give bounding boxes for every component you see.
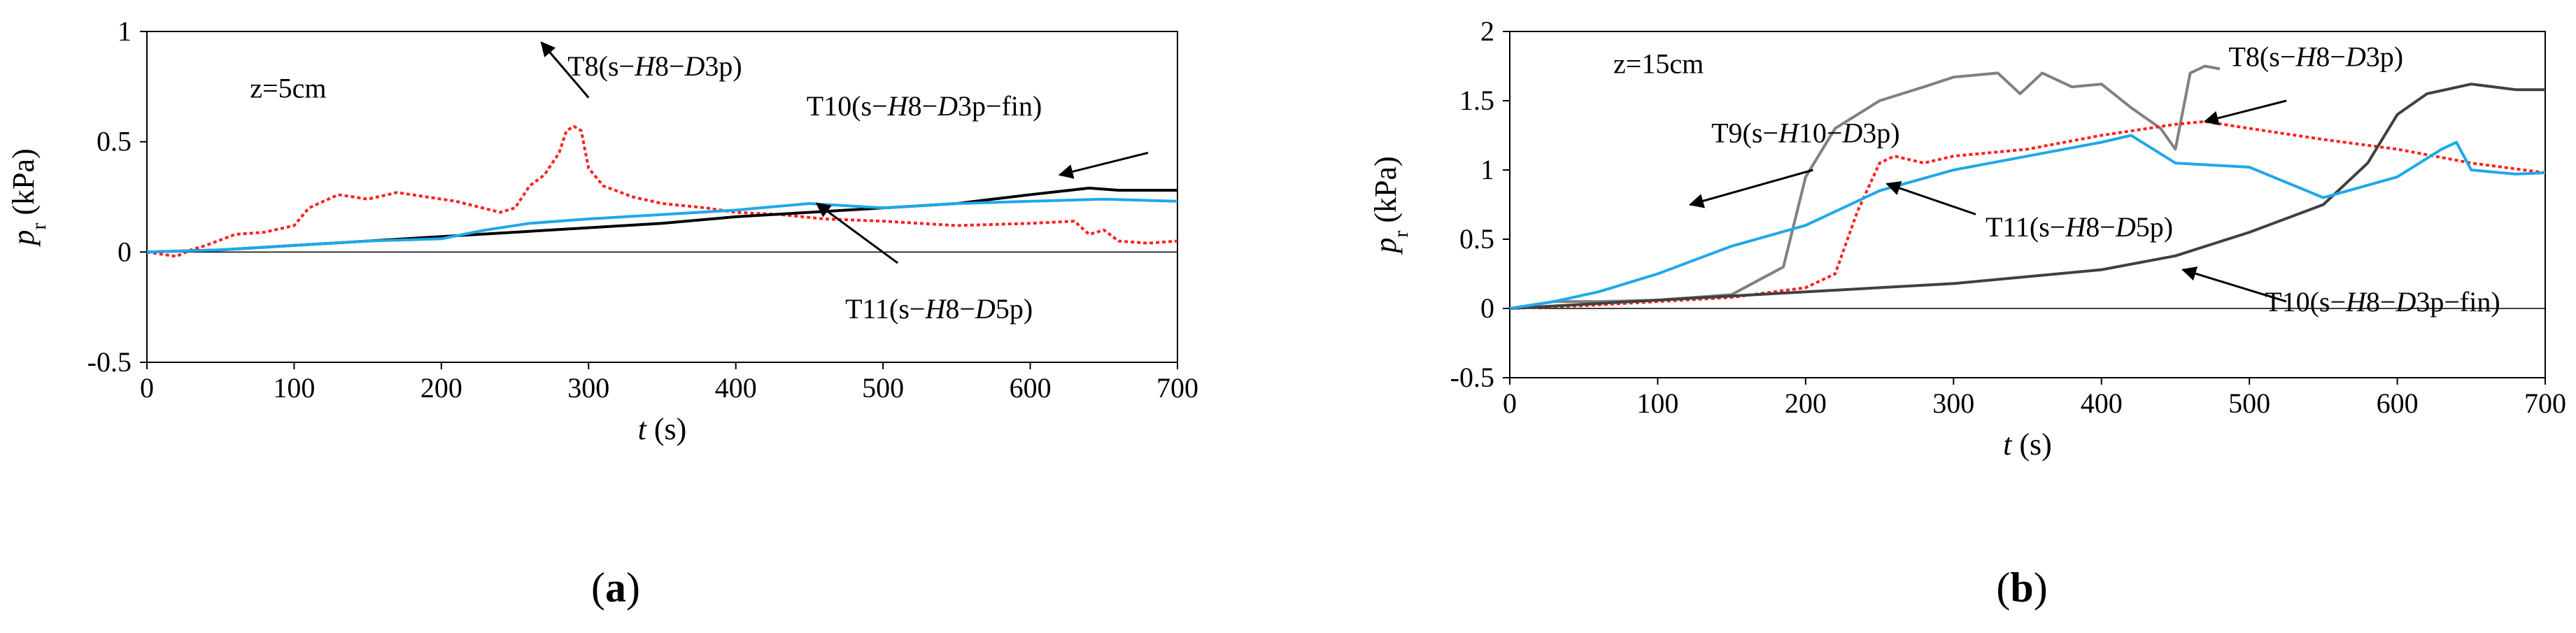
series-line — [1509, 134, 2546, 310]
x-tick-label: 600 — [2377, 387, 2419, 419]
y-tick-label: 1.5 — [1459, 85, 1494, 116]
x-tick-label: 100 — [273, 372, 315, 404]
plot-frame — [146, 31, 1178, 363]
x-tick-label: 700 — [1156, 372, 1198, 404]
series-label: T10(s−H8−D3p−fin) — [807, 90, 1042, 122]
panel-label: (a) — [591, 564, 640, 611]
series-label: T8(s−H8−D3p) — [2229, 41, 2404, 73]
x-tick-label: 500 — [2228, 387, 2270, 419]
series-label: T10(s−H8−D3p−fin) — [2265, 286, 2500, 318]
series-line — [146, 197, 1178, 254]
label-arrow — [2181, 266, 2287, 303]
x-tick-label: 400 — [715, 372, 757, 404]
x-tick-label: 700 — [2524, 387, 2566, 419]
series-label: T9(s−H10−D3p) — [1711, 117, 1900, 148]
x-tick-label: 0 — [140, 372, 154, 404]
depth-annotation: z=5cm — [250, 73, 326, 104]
label-arrow — [815, 202, 899, 264]
panel-label: (b) — [1996, 564, 2047, 611]
y-axis-label: pr (kPa) — [6, 148, 50, 247]
x-tick-label: 200 — [420, 372, 462, 404]
y-tick-label: 1 — [1480, 154, 1494, 185]
series-label: T11(s−H8−D5p) — [845, 293, 1033, 325]
x-tick-label: 300 — [567, 372, 609, 404]
series-line — [1509, 64, 2221, 310]
label-arrow — [2203, 99, 2287, 126]
label-arrow — [1885, 181, 1976, 215]
y-axis-label: pr (kPa) — [1368, 156, 1413, 255]
depth-annotation: z=15cm — [1613, 48, 1704, 79]
label-arrow — [1688, 169, 1813, 208]
y-tick-label: 0 — [118, 236, 132, 267]
series-line — [1509, 83, 2545, 310]
y-tick-label: -0.5 — [1450, 362, 1494, 393]
y-tick-label: -0.5 — [87, 346, 132, 378]
chart-panel-a: 0 100 200 300 400 500 600 700-0.500.51z=5cmT8(s… — [6, 15, 1198, 611]
y-tick-label: 0.5 — [97, 126, 132, 157]
label-arrow — [540, 41, 590, 99]
y-tick-label: 0 — [1480, 292, 1494, 324]
y-tick-label: 1 — [118, 15, 132, 47]
y-tick-label: 0.5 — [1459, 223, 1494, 255]
label-arrow — [1058, 151, 1149, 179]
x-axis-label: t (s) — [638, 412, 687, 446]
x-tick-label: 200 — [1785, 387, 1827, 419]
x-axis-label: t (s) — [2003, 427, 2052, 462]
y-tick-label: 2 — [1480, 15, 1494, 47]
x-tick-label: 300 — [1932, 387, 1974, 419]
x-tick-label: 0 — [1503, 387, 1517, 419]
series-line — [146, 186, 1177, 254]
series-line — [146, 125, 1178, 258]
series-label: T11(s−H8−D5p) — [1986, 211, 2173, 243]
chart-panel-b: 0 100 200 300 400 500 600 700 -0.5 0 0.5 1 1.5 2 z=15c… — [1368, 15, 2566, 611]
series-label: T8(s−H8−D3p) — [567, 50, 742, 82]
x-tick-label: 400 — [2081, 387, 2123, 419]
x-tick-label: 500 — [862, 372, 904, 404]
plot-frame — [1509, 31, 2546, 378]
x-tick-label: 100 — [1636, 387, 1678, 419]
x-tick-label: 600 — [1010, 372, 1052, 404]
